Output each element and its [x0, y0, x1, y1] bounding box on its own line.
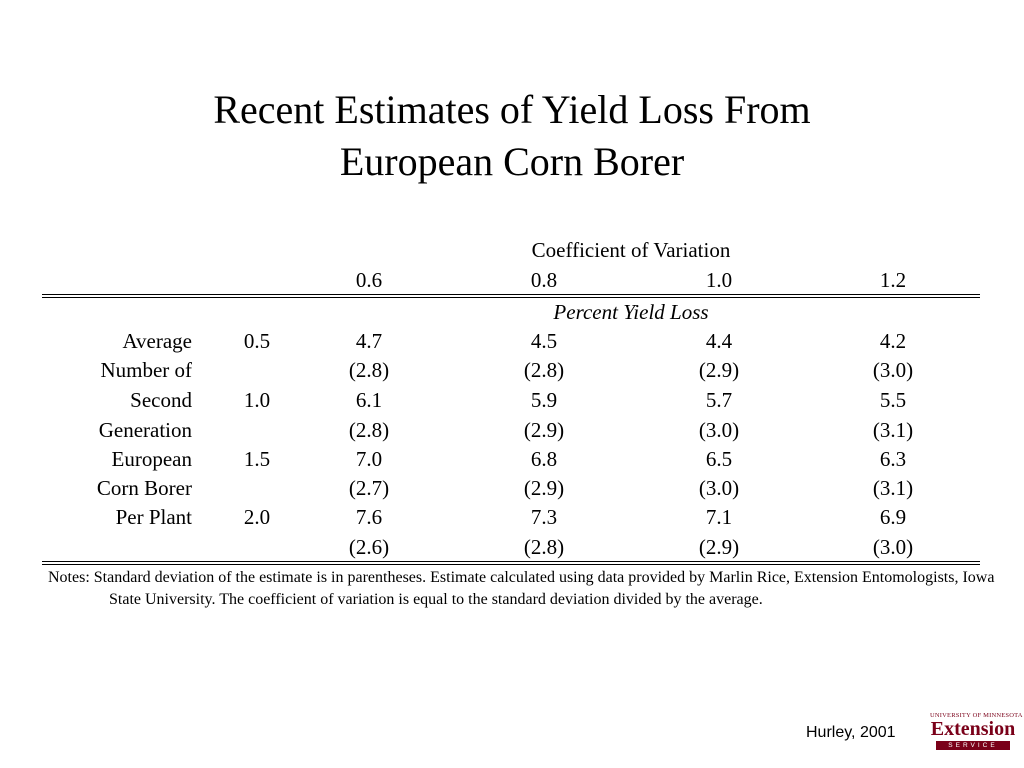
std-dev-cell: (2.9) [698, 535, 740, 559]
std-dev-cell: (3.1) [872, 476, 914, 500]
std-dev-cell: (2.9) [523, 418, 565, 442]
row-label: Corn Borer [96, 476, 192, 500]
std-dev-cell: (3.0) [698, 476, 740, 500]
estimate-cell: 4.7 [355, 329, 383, 353]
footer-rule-bottom [42, 564, 980, 565]
borer-level: 0.5 [243, 329, 271, 353]
std-dev-cell: (3.1) [872, 418, 914, 442]
cv-column-header: 1.0 [705, 268, 733, 292]
std-dev-cell: (3.0) [872, 535, 914, 559]
cv-column-header: 0.6 [355, 268, 383, 292]
std-dev-cell: (2.7) [348, 476, 390, 500]
estimate-cell: 4.4 [705, 329, 733, 353]
slide-title-line-2: European Corn Borer [339, 139, 685, 184]
slide-title: Recent Estimates of Yield Loss From Euro… [0, 84, 1024, 188]
percent-yield-loss-subheader: Percent Yield Loss [553, 300, 709, 324]
estimate-cell: 6.8 [530, 447, 558, 471]
logo-service-text: SERVICE [936, 741, 1010, 750]
borer-level: 1.0 [243, 388, 271, 412]
source-credit: Hurley, 2001 [806, 724, 896, 741]
estimate-cell: 6.1 [355, 388, 383, 412]
borer-level: 1.5 [243, 447, 271, 471]
footer-rule-top [42, 561, 980, 562]
row-label: Generation [98, 418, 192, 442]
table-notes: Notes: Standard deviation of the estimat… [48, 569, 995, 608]
row-label: Second [130, 388, 192, 412]
estimate-cell: 5.9 [530, 388, 558, 412]
row-label: Number of [100, 358, 192, 382]
std-dev-cell: (2.9) [698, 358, 740, 382]
std-dev-cell: (2.8) [348, 418, 390, 442]
estimate-cell: 7.6 [355, 505, 383, 529]
estimate-cell: 4.5 [530, 329, 558, 353]
cv-column-header: 1.2 [879, 268, 907, 292]
std-dev-cell: (2.8) [348, 358, 390, 382]
logo-university-text: UNIVERSITY OF MINNESOTA [930, 712, 1023, 719]
header-rule-bottom [42, 297, 980, 298]
std-dev-cell: (3.0) [872, 358, 914, 382]
logo-extension-text: Extension [930, 718, 1016, 740]
std-dev-cell: (2.9) [523, 476, 565, 500]
slide-title-line-1: Recent Estimates of Yield Loss From [213, 87, 811, 132]
std-dev-cell: (2.6) [348, 535, 390, 559]
estimate-cell: 4.2 [879, 329, 907, 353]
header-rule-top [42, 294, 980, 295]
borer-level: 2.0 [243, 505, 271, 529]
std-dev-cell: (3.0) [698, 418, 740, 442]
estimate-cell: 5.7 [705, 388, 733, 412]
estimate-cell: 5.5 [879, 388, 907, 412]
estimate-cell: 7.3 [530, 505, 558, 529]
estimate-cell: 7.1 [705, 505, 733, 529]
std-dev-cell: (2.8) [523, 535, 565, 559]
cv-column-header: 0.8 [530, 268, 558, 292]
std-dev-cell: (2.8) [523, 358, 565, 382]
extension-logo: UNIVERSITY OF MINNESOTA Extension SERVIC… [930, 712, 1023, 752]
estimate-cell: 6.9 [879, 505, 907, 529]
row-label: European [111, 447, 192, 471]
row-label: Average [122, 329, 192, 353]
estimate-cell: 6.3 [879, 447, 907, 471]
cv-super-header: Coefficient of Variation [531, 238, 731, 262]
estimate-cell: 7.0 [355, 447, 383, 471]
row-label: Per Plant [115, 505, 192, 529]
estimate-cell: 6.5 [705, 447, 733, 471]
